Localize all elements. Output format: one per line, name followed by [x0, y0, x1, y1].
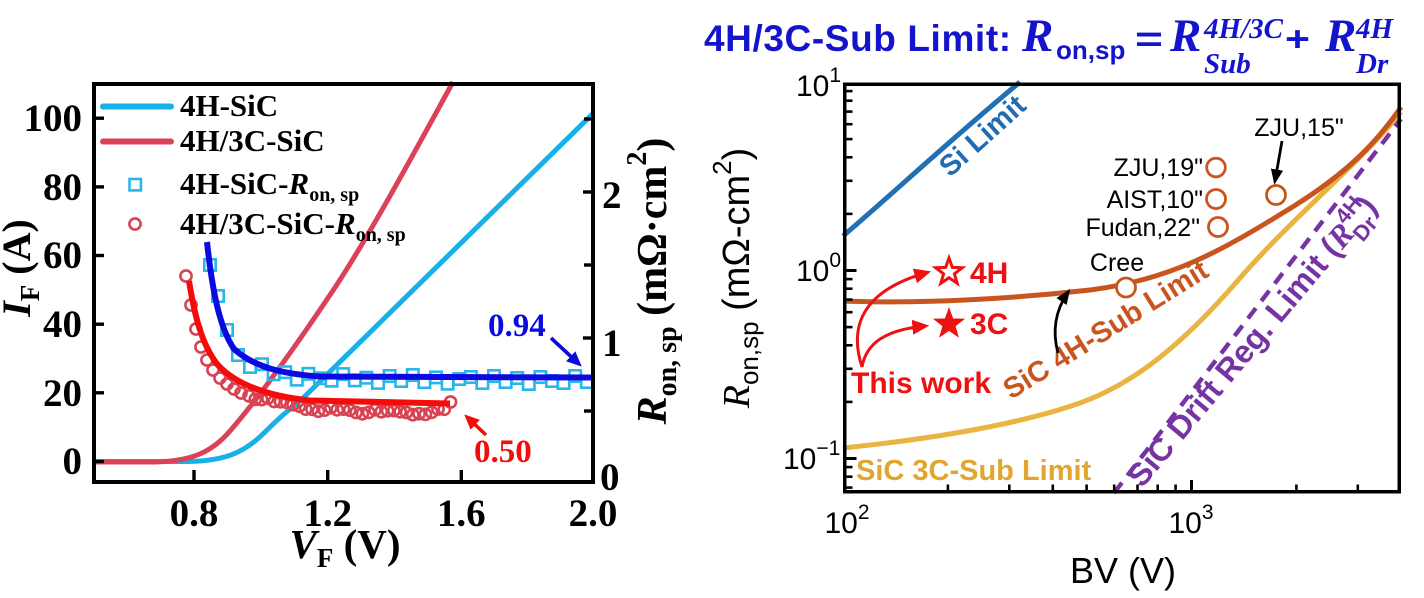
- svg-text:100: 100: [24, 97, 83, 140]
- svg-text:IF (A): IF (A): [0, 219, 45, 318]
- svg-text:AIST,10": AIST,10": [1107, 186, 1203, 214]
- svg-text:Fudan,22": Fudan,22": [1085, 214, 1200, 242]
- svg-text:on,sp: on,sp: [1056, 35, 1125, 65]
- svg-text:101: 101: [796, 64, 841, 103]
- svg-text:4H/3C: 4H/3C: [1203, 13, 1284, 45]
- svg-text:Ron,sp (mΩ-cm2): Ron,sp (mΩ-cm2): [707, 148, 764, 410]
- svg-text:4H: 4H: [970, 257, 1008, 290]
- svg-text:BV (V): BV (V): [1070, 550, 1176, 591]
- svg-text:Sub: Sub: [1204, 48, 1251, 80]
- svg-text:0.50: 0.50: [474, 434, 532, 470]
- svg-text:VF (V): VF (V): [289, 521, 400, 573]
- svg-text:20: 20: [43, 372, 82, 415]
- svg-text:R: R: [1324, 10, 1356, 62]
- svg-text:1: 1: [602, 322, 622, 365]
- svg-text:R: R: [1169, 10, 1201, 62]
- svg-text:60: 60: [43, 234, 82, 277]
- svg-text:ZJU,19": ZJU,19": [1114, 154, 1203, 182]
- svg-text:Cree: Cree: [1090, 249, 1144, 277]
- svg-text:4H: 4H: [1355, 13, 1395, 45]
- svg-text:Ron, sp (mΩ·cm2): Ron, sp (mΩ·cm2): [622, 138, 683, 426]
- svg-text:SiC 3C-Sub Limit: SiC 3C-Sub Limit: [856, 455, 1092, 487]
- svg-text:Dr: Dr: [1355, 48, 1389, 80]
- svg-text:R: R: [1021, 10, 1053, 62]
- svg-text:4H/3C-SiC-Ron, sp: 4H/3C-SiC-Ron, sp: [180, 206, 406, 246]
- svg-text:ZJU,15": ZJU,15": [1254, 114, 1343, 142]
- svg-text:1.6: 1.6: [437, 492, 486, 535]
- svg-text:80: 80: [43, 166, 82, 209]
- svg-text:0.94: 0.94: [488, 308, 546, 344]
- svg-text:102: 102: [824, 501, 869, 540]
- svg-text:100: 100: [796, 249, 841, 288]
- svg-text:4H/3C-Sub Limit:: 4H/3C-Sub Limit:: [704, 18, 1012, 59]
- svg-text:103: 103: [1168, 501, 1213, 540]
- svg-text:Si Limit: Si Limit: [933, 89, 1032, 183]
- svg-text:2.0: 2.0: [569, 492, 618, 535]
- svg-text:4H-SiC-Ron, sp: 4H-SiC-Ron, sp: [180, 166, 359, 206]
- svg-text:0.8: 0.8: [170, 492, 219, 535]
- svg-text:+: +: [1285, 20, 1310, 59]
- svg-text:1.2: 1.2: [303, 492, 352, 535]
- svg-text:4H-SiC: 4H-SiC: [180, 88, 278, 123]
- svg-text:2: 2: [602, 174, 622, 217]
- svg-text:This work: This work: [851, 367, 991, 400]
- svg-text:10−1: 10−1: [783, 437, 840, 476]
- svg-text:0: 0: [600, 456, 620, 499]
- svg-text:0: 0: [63, 440, 83, 483]
- svg-text:=: =: [1135, 20, 1163, 59]
- svg-text:3C: 3C: [970, 308, 1008, 341]
- svg-text:4H/3C-SiC: 4H/3C-SiC: [180, 123, 325, 158]
- svg-text:40: 40: [43, 303, 82, 346]
